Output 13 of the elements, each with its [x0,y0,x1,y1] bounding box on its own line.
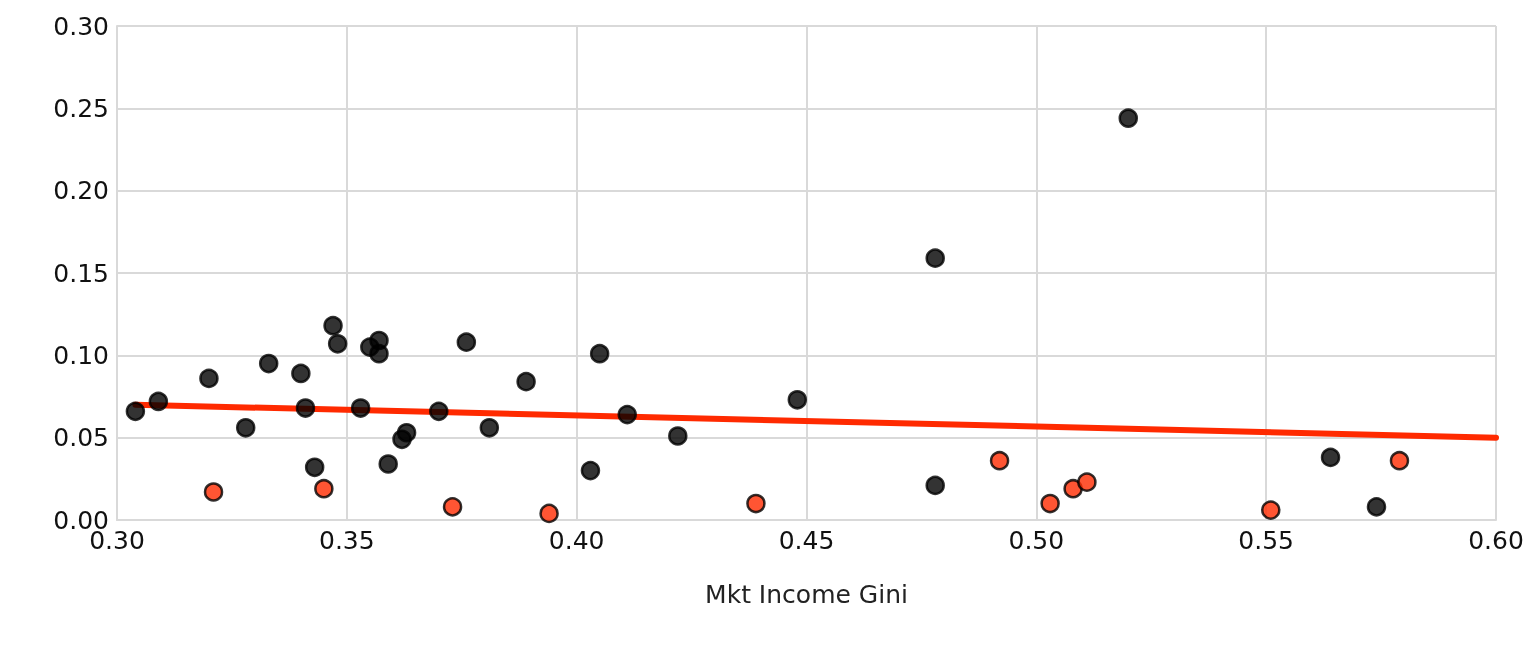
y-tick-label: 0.10 [53,340,109,370]
x-tick-label: 0.50 [1008,526,1065,555]
x-tick-label: 0.55 [1238,526,1294,555]
y-tick-label: 0.05 [53,423,109,453]
y-tick-label: 0.30 [53,11,109,41]
y-tick-label: 0.25 [53,93,109,123]
x-tick-label: 0.40 [548,526,605,555]
x-tick-label: 0.45 [778,526,835,555]
x-axis-title: Mkt Income Gini [705,580,908,609]
y-tick-label: 0.20 [53,176,109,206]
y-tick-label: 0.15 [53,258,109,288]
x-tick-label: 0.35 [319,526,375,555]
x-tick-label: 0.60 [1468,526,1524,555]
